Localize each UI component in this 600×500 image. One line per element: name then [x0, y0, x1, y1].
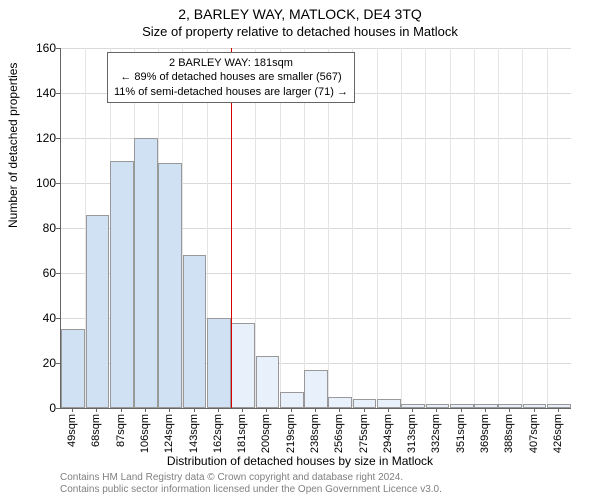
- ytick-label: 20: [30, 356, 56, 370]
- ytick-label: 160: [30, 41, 56, 55]
- xtick-mark: [339, 408, 340, 412]
- xtick-mark: [121, 408, 122, 412]
- gridline-v: [450, 48, 451, 408]
- ytick-label: 60: [30, 266, 56, 280]
- xtick-mark: [436, 408, 437, 412]
- histogram-bar: [110, 161, 134, 409]
- xtick-mark: [461, 408, 462, 412]
- xtick-mark: [315, 408, 316, 412]
- histogram-bar: [256, 356, 280, 408]
- gridline-v: [425, 48, 426, 408]
- gridline-v: [498, 48, 499, 408]
- ytick-mark: [56, 363, 60, 364]
- histogram-bar: [231, 323, 255, 409]
- plot-area: 2 BARLEY WAY: 181sqm← 89% of detached ho…: [60, 48, 571, 409]
- footer-line-2: Contains public sector information licen…: [60, 484, 442, 496]
- ytick-mark: [56, 183, 60, 184]
- xtick-label: 369sqm: [479, 414, 491, 453]
- xtick-mark: [96, 408, 97, 412]
- ytick-mark: [56, 318, 60, 319]
- ytick-mark: [56, 48, 60, 49]
- ytick-mark: [56, 228, 60, 229]
- callout-line-3: 11% of semi-detached houses are larger (…: [114, 85, 348, 99]
- histogram-bar: [207, 318, 231, 408]
- xtick-mark: [218, 408, 219, 412]
- histogram-bar: [61, 329, 85, 408]
- footer-attribution: Contains HM Land Registry data © Crown c…: [60, 472, 442, 496]
- xtick-mark: [194, 408, 195, 412]
- xtick-mark: [509, 408, 510, 412]
- histogram-bar: [547, 404, 571, 409]
- histogram-bar: [158, 163, 182, 408]
- histogram-bar: [328, 397, 352, 408]
- chart-subtitle: Size of property relative to detached ho…: [0, 22, 600, 39]
- xtick-label: 407sqm: [528, 414, 540, 453]
- xtick-label: 238sqm: [309, 414, 321, 453]
- histogram-bar: [353, 399, 377, 408]
- xtick-label: 68sqm: [90, 414, 102, 447]
- xtick-label: 313sqm: [406, 414, 418, 453]
- xtick-label: 388sqm: [503, 414, 515, 453]
- xtick-mark: [169, 408, 170, 412]
- xtick-label: 294sqm: [382, 414, 394, 453]
- xtick-label: 200sqm: [260, 414, 272, 453]
- histogram-bar: [134, 138, 158, 408]
- ytick-label: 140: [30, 86, 56, 100]
- xtick-label: 87sqm: [115, 414, 127, 447]
- chart-title: 2, BARLEY WAY, MATLOCK, DE4 3TQ: [0, 0, 600, 22]
- xtick-mark: [412, 408, 413, 412]
- gridline-v: [377, 48, 378, 408]
- gridline-v: [522, 48, 523, 408]
- xtick-mark: [534, 408, 535, 412]
- xtick-mark: [364, 408, 365, 412]
- xtick-label: 143sqm: [188, 414, 200, 453]
- xtick-label: 49sqm: [66, 414, 78, 447]
- xtick-label: 256sqm: [333, 414, 345, 453]
- histogram-bar: [280, 392, 304, 408]
- xtick-label: 351sqm: [455, 414, 467, 453]
- ytick-label: 120: [30, 131, 56, 145]
- chart-container: 2, BARLEY WAY, MATLOCK, DE4 3TQ Size of …: [0, 0, 600, 500]
- callout-line-2: ← 89% of detached houses are smaller (56…: [114, 70, 348, 84]
- xtick-mark: [291, 408, 292, 412]
- histogram-bar: [450, 404, 474, 409]
- ytick-label: 100: [30, 176, 56, 190]
- ytick-mark: [56, 138, 60, 139]
- xtick-label: 106sqm: [139, 414, 151, 453]
- footer-line-1: Contains HM Land Registry data © Crown c…: [60, 472, 442, 484]
- ytick-mark: [56, 408, 60, 409]
- ytick-mark: [56, 273, 60, 274]
- callout-line-1: 2 BARLEY WAY: 181sqm: [114, 56, 348, 70]
- gridline-h: [61, 48, 571, 49]
- callout-box: 2 BARLEY WAY: 181sqm← 89% of detached ho…: [107, 52, 355, 103]
- histogram-bar: [377, 399, 401, 408]
- xtick-label: 124sqm: [163, 414, 175, 453]
- histogram-bar: [183, 255, 207, 408]
- gridline-v: [401, 48, 402, 408]
- xtick-mark: [558, 408, 559, 412]
- histogram-bar: [304, 370, 328, 408]
- ytick-label: 0: [30, 401, 56, 415]
- xtick-mark: [485, 408, 486, 412]
- gridline-v: [547, 48, 548, 408]
- histogram-bar: [86, 215, 110, 409]
- xtick-mark: [242, 408, 243, 412]
- xtick-mark: [145, 408, 146, 412]
- xtick-label: 181sqm: [236, 414, 248, 453]
- xtick-label: 219sqm: [285, 414, 297, 453]
- xtick-mark: [72, 408, 73, 412]
- ytick-label: 40: [30, 311, 56, 325]
- xtick-label: 426sqm: [552, 414, 564, 453]
- xtick-label: 275sqm: [358, 414, 370, 453]
- ytick-label: 80: [30, 221, 56, 235]
- ytick-mark: [56, 93, 60, 94]
- gridline-v: [474, 48, 475, 408]
- x-axis-label: Distribution of detached houses by size …: [0, 454, 600, 468]
- xtick-mark: [388, 408, 389, 412]
- xtick-label: 332sqm: [430, 414, 442, 453]
- xtick-label: 162sqm: [212, 414, 224, 453]
- y-axis-label: Number of detached properties: [6, 63, 20, 228]
- xtick-mark: [266, 408, 267, 412]
